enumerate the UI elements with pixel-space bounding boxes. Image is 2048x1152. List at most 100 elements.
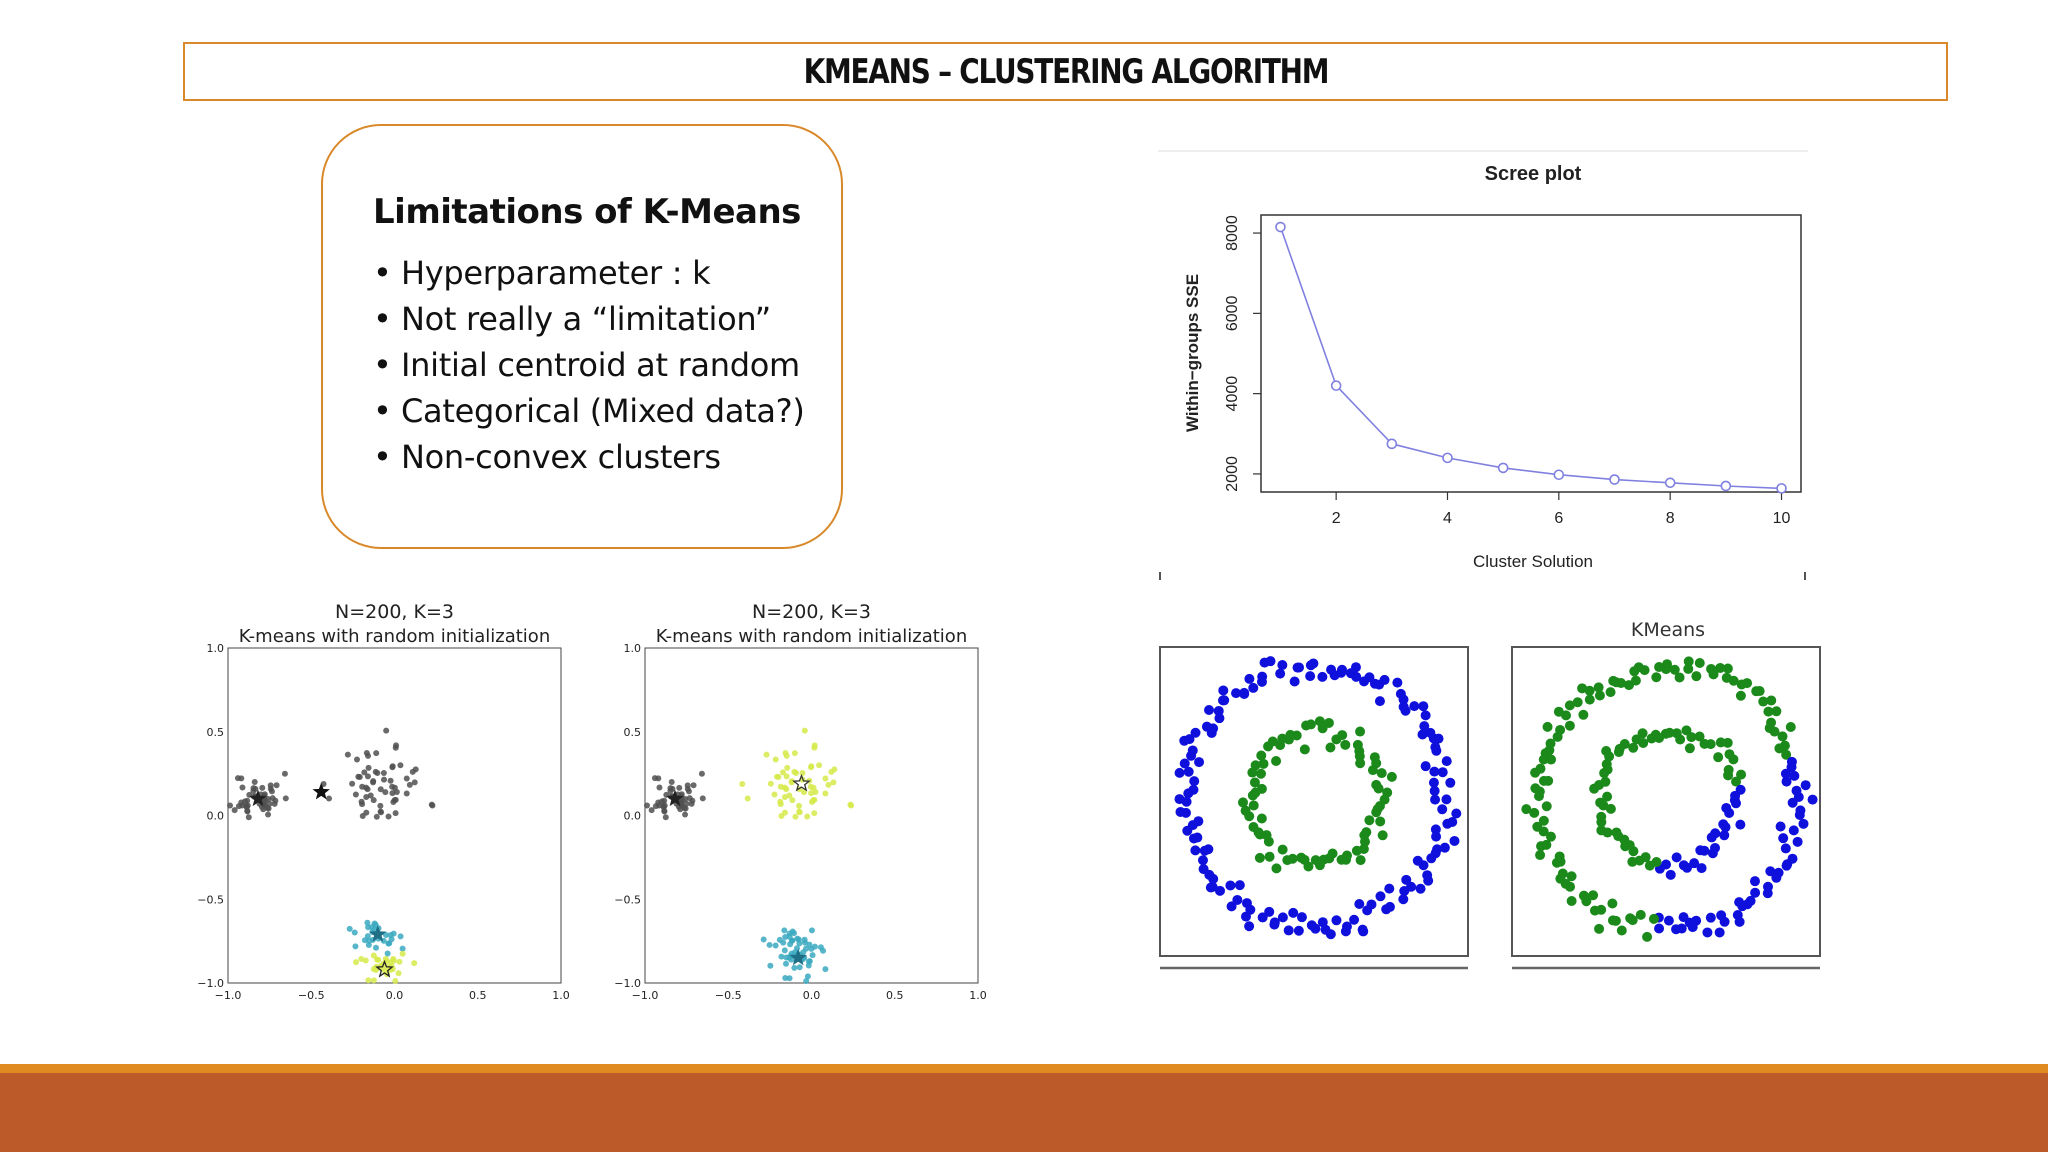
rings-data-point: [1561, 710, 1572, 721]
rings-data-point: [1596, 825, 1607, 836]
rings-data-point: [1382, 787, 1393, 798]
rings-data-point: [1355, 726, 1366, 737]
rings-data-point: [1731, 776, 1742, 787]
kmeans-data-point: [789, 797, 796, 804]
rings-data-point: [1289, 676, 1300, 687]
kmeans-data-point: [792, 813, 799, 820]
rings-data-point: [1431, 831, 1442, 842]
kmeans-data-point: [387, 777, 394, 784]
kmeans-data-point: [265, 811, 272, 818]
rings-data-point: [1669, 664, 1680, 675]
kmeans-title: N=200, K=3: [752, 601, 871, 623]
kmeans-data-point: [699, 795, 706, 802]
kmeans-data-point: [789, 937, 796, 944]
rings-data-point: [1714, 927, 1725, 938]
limitation-item: • Initial centroid at random: [373, 342, 805, 388]
rings-data-point: [1708, 669, 1719, 680]
rings-data-point: [1429, 785, 1440, 796]
kmeans-x-tick-label: 0.0: [386, 989, 404, 1002]
kmeans-data-point: [808, 927, 815, 934]
kmeans-data-point: [385, 813, 392, 820]
rings-data-point: [1240, 805, 1251, 816]
scree-data-point: [1497, 462, 1509, 474]
rings-data-point: [1807, 794, 1818, 805]
rings-data-point: [1779, 740, 1790, 751]
scree-data-point: [1330, 380, 1342, 391]
rings-data-point: [1638, 738, 1649, 749]
kmeans-data-point: [395, 970, 402, 977]
scree-data-point: [1776, 483, 1787, 494]
rings-data-point: [1174, 767, 1185, 778]
rings-data-point: [1430, 824, 1441, 835]
kmeans-data-point: [383, 727, 390, 734]
rings-data-point: [1602, 791, 1613, 802]
kmeans-x-tick-label: −0.5: [298, 989, 325, 1002]
rings-data-point: [1564, 700, 1575, 711]
rings-data-point: [1691, 671, 1702, 682]
rings-data-point: [1179, 758, 1190, 769]
rings-data-point: [1340, 739, 1351, 750]
rings-data-point: [1798, 818, 1809, 829]
kmeans-data-point: [384, 950, 391, 957]
kmeans-data-point: [656, 784, 663, 791]
rings-data-point: [1218, 685, 1229, 696]
rings-data-point: [1257, 671, 1268, 682]
kmeans-data-point: [778, 953, 785, 960]
rings-data-point: [1630, 675, 1641, 686]
rings-data-point: [1293, 925, 1304, 936]
kmeans-data-point: [352, 791, 359, 798]
kmeans-data-point: [411, 960, 418, 967]
rings-data-point: [1428, 777, 1439, 788]
kmeans-data-point: [796, 964, 803, 971]
kmeans-data-point: [775, 774, 782, 781]
rings-data-point: [1355, 855, 1366, 866]
rings-data-point: [1639, 665, 1650, 676]
rings-data-point: [1775, 821, 1786, 832]
rings-data-point: [1545, 831, 1556, 842]
kmeans-data-point: [796, 802, 803, 809]
kmeans-data-point: [346, 925, 353, 932]
kmeans-data-point: [396, 958, 403, 965]
kmeans-data-point: [800, 949, 807, 956]
limitation-item: • Categorical (Mixed data?): [373, 388, 805, 434]
rings-data-point: [1190, 845, 1201, 856]
kmeans-data-point: [808, 764, 815, 771]
rings-data-point: [1400, 705, 1411, 716]
kmeans-data-point: [370, 797, 377, 804]
kmeans-y-tick-label: 0.0: [207, 810, 225, 823]
kmeans-data-point: [816, 762, 823, 769]
kmeans-data-point: [251, 778, 258, 785]
rings-data-point: [1724, 808, 1735, 819]
rings-data-point: [1715, 662, 1726, 673]
kmeans-data-point: [804, 973, 811, 980]
rings-data-point: [1320, 924, 1331, 935]
kmeans-data-point: [411, 779, 418, 786]
rings-data-point: [1654, 923, 1665, 934]
kmeans-data-point: [644, 802, 650, 809]
kmeans-data-point: [372, 944, 379, 951]
scree-data-point: [1386, 438, 1398, 450]
kmeans-data-point: [370, 977, 377, 984]
rings-data-point: [1239, 687, 1250, 698]
rings-data-point: [1277, 660, 1288, 671]
rings-data-point: [1423, 875, 1434, 886]
kmeans-data-point: [817, 944, 824, 951]
rings-data-point: [1184, 734, 1195, 745]
rings-data-point: [1781, 860, 1792, 871]
rings-data-point: [1231, 688, 1242, 699]
rings-data-point: [1665, 869, 1676, 880]
kmeans-plot-frame: [644, 647, 979, 984]
rings-data-point: [1183, 766, 1194, 777]
rings-data-point: [1323, 717, 1334, 728]
rings-data-point: [1601, 746, 1612, 757]
kmeans-data-point: [772, 942, 779, 949]
rings-data-point: [1213, 705, 1224, 716]
rings-data-point: [1535, 763, 1546, 774]
rings-data-point: [1678, 912, 1689, 923]
slide-title-bar: KMEANS – CLUSTERING ALGORITHM: [183, 42, 1948, 101]
kmeans-data-point: [373, 750, 380, 757]
kmeans-data-point: [790, 930, 797, 937]
kmeans-data-point: [767, 962, 774, 969]
kmeans-data-point: [771, 791, 778, 798]
kmeans-data-point: [281, 770, 288, 777]
